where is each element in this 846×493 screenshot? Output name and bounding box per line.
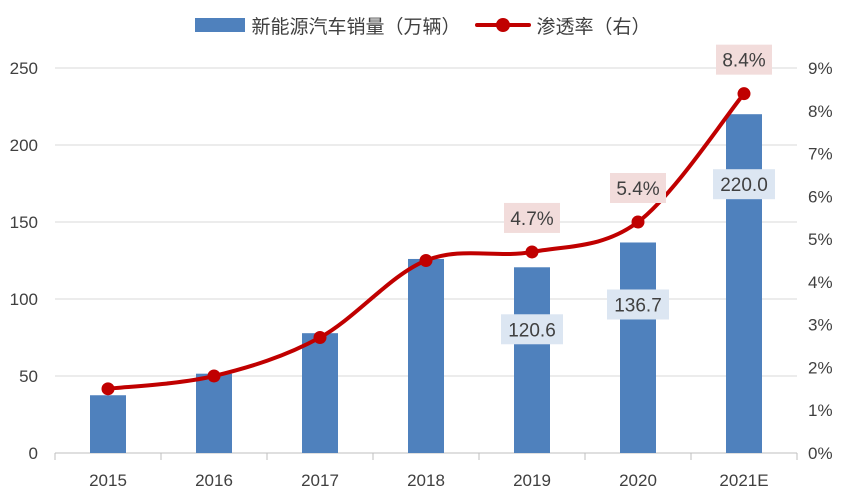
- right-axis-tick-label: 9%: [808, 59, 833, 78]
- left-axis-tick-label: 200: [10, 136, 38, 155]
- right-axis-tick-label: 0%: [808, 444, 833, 463]
- x-axis-tick-label: 2021E: [719, 471, 768, 490]
- bar-label-box: [607, 289, 669, 320]
- x-axis-tick-label: 2016: [195, 471, 233, 490]
- line-label-box: [504, 202, 560, 233]
- left-axis-tick-label: 100: [10, 290, 38, 309]
- line-point: [207, 369, 221, 383]
- line-point: [313, 331, 327, 344]
- right-axis-tick-label: 7%: [808, 145, 833, 164]
- legend-swatch-line: [474, 18, 531, 32]
- line-point: [737, 87, 751, 101]
- legend-item-sales: 新能源汽车销量（万辆）: [195, 12, 461, 39]
- x-axis-tick-label: 2018: [407, 471, 445, 490]
- line-point: [419, 254, 433, 267]
- right-axis-tick-label: 8%: [808, 102, 833, 121]
- left-axis-tick-label: 0: [29, 444, 38, 463]
- bar: [620, 242, 656, 453]
- bar: [408, 258, 444, 453]
- line-point: [101, 382, 115, 396]
- bar: [514, 267, 550, 453]
- chart-legend: 新能源汽车销量（万辆） 渗透率（右）: [0, 10, 846, 40]
- x-axis-tick-label: 2019: [513, 471, 551, 490]
- bar-data-label: 220.0: [720, 175, 768, 196]
- right-axis-tick-label: 2%: [808, 358, 833, 377]
- left-axis-tick-label: 50: [19, 367, 38, 386]
- line-label-box: [610, 173, 666, 203]
- bar: [196, 373, 232, 453]
- line-data-label: 5.4%: [616, 179, 659, 200]
- right-axis-tick-label: 5%: [808, 230, 833, 249]
- right-axis-tick-label: 1%: [808, 401, 833, 420]
- line-label-box: [716, 44, 772, 75]
- bar: [90, 395, 126, 453]
- right-axis-tick-label: 4%: [808, 273, 833, 292]
- bar-label-box: [713, 169, 775, 200]
- x-axis-tick-label: 2020: [619, 471, 657, 490]
- bar-label-box: [501, 314, 563, 345]
- left-axis-tick-label: 150: [10, 213, 38, 232]
- line-data-label: 4.7%: [510, 209, 553, 230]
- legend-label-penetration: 渗透率（右）: [536, 15, 651, 38]
- legend-label-sales: 新能源汽车销量（万辆）: [251, 15, 461, 38]
- line-point: [525, 245, 539, 259]
- bar: [726, 114, 762, 453]
- left-axis-tick-label: 250: [10, 59, 38, 78]
- bar-data-label: 136.7: [614, 295, 662, 316]
- bar: [302, 333, 338, 453]
- line-point: [631, 215, 645, 229]
- x-axis-tick-label: 2017: [301, 471, 339, 490]
- line-data-label: 8.4%: [722, 51, 765, 72]
- legend-swatch-bar: [195, 18, 246, 32]
- right-axis-tick-label: 6%: [808, 187, 833, 206]
- bar-data-label: 120.6: [508, 320, 556, 341]
- legend-item-penetration: 渗透率（右）: [474, 12, 651, 39]
- right-axis-tick-label: 3%: [808, 316, 833, 335]
- x-axis-tick-label: 2015: [89, 471, 127, 490]
